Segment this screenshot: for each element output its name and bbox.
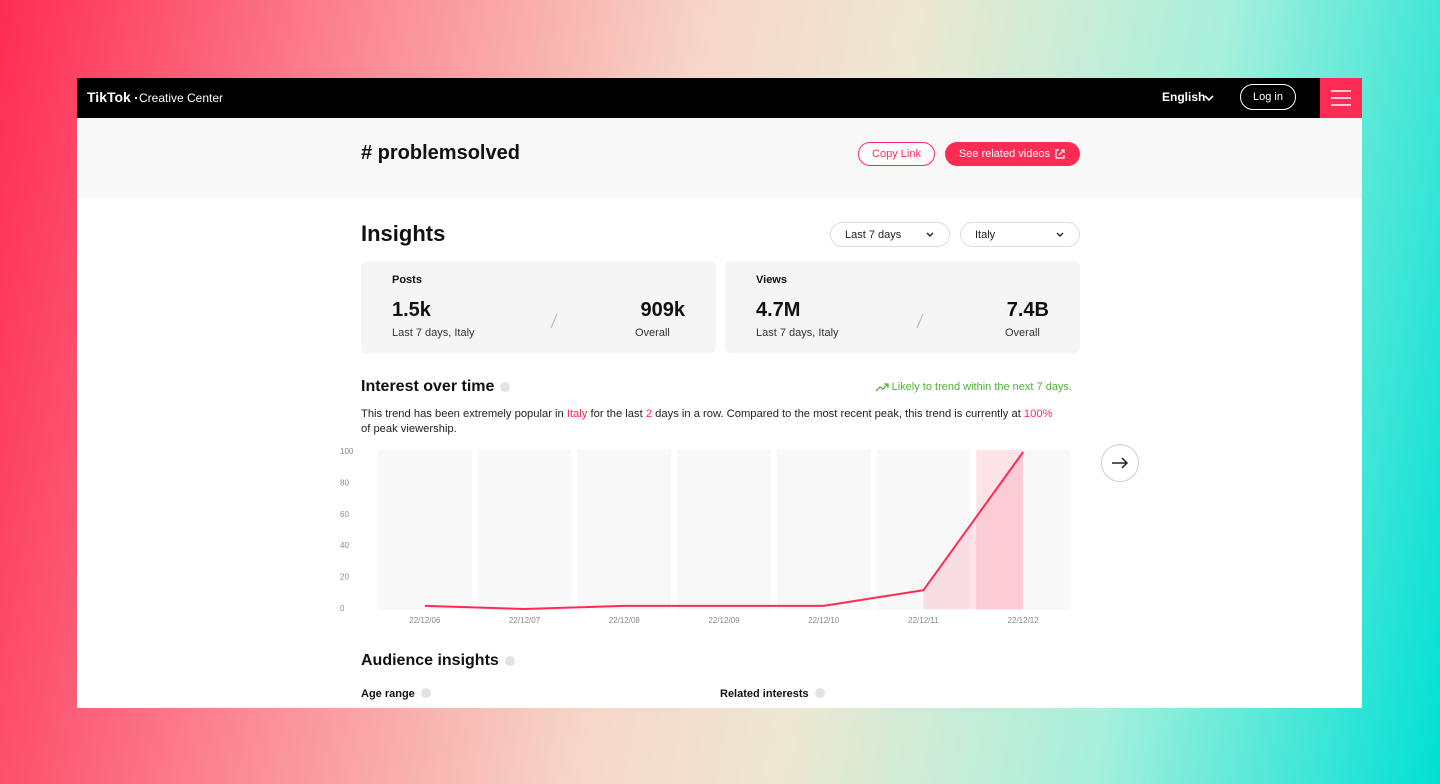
help-icon[interactable] [814, 687, 825, 698]
interest-chart: 22/12/06 22/12/07 22/12/08 22/12/09 22/12/10… [340, 447, 1070, 625]
audience-heading: Audience insights [361, 652, 515, 670]
divider-slash [916, 313, 924, 329]
audience-title: Audience insights [361, 652, 499, 669]
next-button[interactable] [1100, 444, 1140, 484]
posts-card: Posts 1.5k Last 7 days, Italy 909k Overa… [361, 261, 716, 353]
column-band [577, 450, 672, 610]
age-range-title: Age range [361, 688, 415, 700]
recent-value: 4.7M [756, 299, 801, 321]
text: of peak viewership. [361, 423, 457, 435]
login-button[interactable]: Log in [1240, 84, 1296, 110]
y-tick-label: 100 [340, 447, 354, 456]
external-icon [1055, 149, 1065, 159]
trend-description: This trend has been extremely popular in… [361, 407, 1061, 437]
recent-value: 1.5k [392, 299, 431, 321]
logo-sub: Creative Center [139, 91, 224, 105]
x-tick-label: 22/12/12 [1008, 616, 1040, 625]
interests-heading: Related interests [720, 684, 825, 702]
y-tick-label: 80 [340, 478, 349, 487]
trend-text: Likely to trend within the next 7 days. [891, 381, 1072, 393]
views-card: Views 4.7M Last 7 days, Italy 7.4B Overa… [725, 261, 1080, 353]
highlight: 100% [1023, 408, 1053, 420]
hashtag-title: # problemsolved [361, 142, 520, 164]
period-value: Last 7 days [845, 228, 902, 241]
help-icon[interactable] [420, 687, 431, 698]
recent-caption: Last 7 days, Italy [392, 327, 475, 339]
column-band [677, 450, 771, 610]
column-band [378, 450, 472, 610]
column-band [776, 450, 871, 610]
page: TikTok Creative Center English Log in # … [77, 78, 1362, 708]
highlight: Italy [566, 408, 588, 420]
x-tick-label: 22/12/09 [708, 616, 740, 625]
caret [1056, 232, 1064, 237]
y-tick-label: 60 [340, 510, 349, 519]
overall-caption: Overall [1005, 327, 1040, 339]
y-tick-label: 40 [340, 541, 349, 550]
x-tick-label: 22/12/08 [609, 616, 641, 625]
help-icon[interactable] [504, 655, 515, 666]
country-dropdown[interactable]: Italy [960, 222, 1080, 247]
divider-slash [550, 313, 558, 329]
age-range-heading: Age range [361, 684, 431, 702]
line [424, 451, 1024, 611]
interests-title: Related interests [720, 688, 809, 700]
insights-title: Insights [361, 221, 446, 246]
trend-icon [875, 383, 889, 392]
language-caret [1204, 95, 1214, 102]
country-value: Italy [975, 228, 996, 241]
card-label: Views [756, 274, 787, 286]
x-tick-label: 22/12/07 [509, 616, 541, 625]
area [923, 452, 1024, 609]
related-videos-label: See related videos [958, 148, 1051, 160]
recent-caption: Last 7 days, Italy [756, 327, 839, 339]
period-dropdown[interactable]: Last 7 days [830, 222, 950, 247]
highlight-band [976, 450, 1024, 610]
column-band [876, 450, 971, 610]
trend-note: Likely to trend within the next 7 days. [875, 381, 1072, 393]
overall-value: 909k [640, 299, 686, 321]
caret [926, 232, 934, 237]
text: days in a row. Compared to the most rece… [652, 408, 1024, 420]
x-tick-label: 22/12/11 [908, 616, 939, 625]
language-select[interactable]: English [1162, 90, 1206, 104]
x-tick-label: 22/12/06 [409, 616, 441, 625]
related-videos-button[interactable]: See related videos [945, 142, 1080, 166]
text: for the last [587, 408, 646, 420]
y-tick-label: 0 [340, 604, 345, 613]
logo-separator [135, 97, 137, 99]
logo[interactable]: TikTok [87, 89, 131, 105]
menu-button[interactable] [1320, 78, 1362, 118]
nav-bar: TikTok Creative Center English Log in [77, 78, 1320, 118]
x-tick-label: 22/12/10 [808, 616, 840, 625]
copy-link-button[interactable]: Copy Link [858, 142, 935, 166]
overall-caption: Overall [635, 327, 670, 339]
text: This trend has been extremely popular in [361, 408, 567, 420]
column-band [477, 450, 572, 610]
interest-heading: Interest over time [361, 378, 511, 396]
overall-value: 7.4B [1006, 299, 1049, 321]
menu-icon [1331, 90, 1351, 106]
card-label: Posts [392, 274, 422, 286]
highlight: 2 [645, 408, 653, 420]
hashtag-header: # problemsolved Copy Link See related vi… [77, 118, 1362, 198]
help-icon[interactable] [500, 381, 511, 392]
y-tick-label: 20 [340, 573, 349, 582]
interest-title: Interest over time [361, 378, 495, 395]
